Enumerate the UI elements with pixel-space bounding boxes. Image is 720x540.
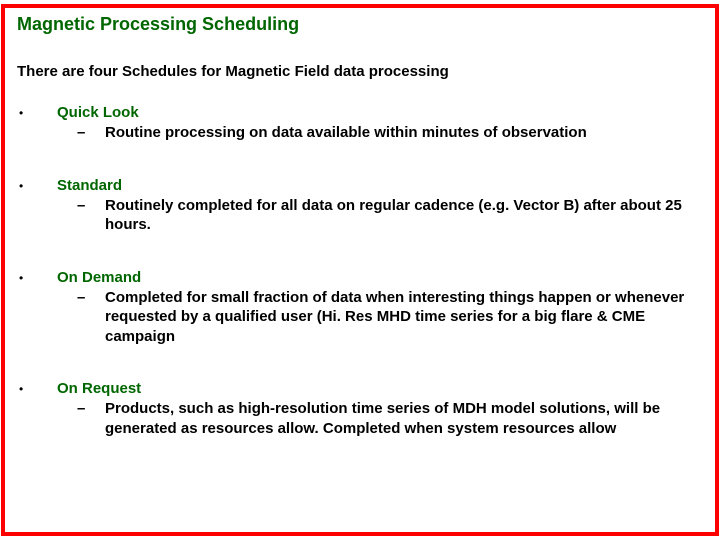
list-item: • Standard – Routinely completed for all… bbox=[17, 177, 703, 235]
bullet-title: On Demand bbox=[57, 269, 703, 286]
slide-border: Magnetic Processing Scheduling There are… bbox=[1, 4, 719, 536]
sub-list: – Completed for small fraction of data w… bbox=[57, 288, 703, 347]
intro-text: There are four Schedules for Magnetic Fi… bbox=[17, 63, 703, 80]
sub-list: – Routine processing on data available w… bbox=[57, 123, 703, 143]
list-item: • Quick Look – Routine processing on dat… bbox=[17, 104, 703, 143]
bullet-title: On Request bbox=[57, 380, 703, 397]
bullet-list: • Quick Look – Routine processing on dat… bbox=[17, 104, 703, 438]
sub-text: Routinely completed for all data on regu… bbox=[105, 197, 682, 234]
sub-item: – Products, such as high-resolution time… bbox=[77, 399, 703, 438]
sub-item: – Completed for small fraction of data w… bbox=[77, 288, 703, 347]
bullet-title: Standard bbox=[57, 177, 703, 194]
bullet-icon: • bbox=[19, 382, 23, 396]
sub-text: Routine processing on data available wit… bbox=[105, 124, 587, 141]
list-item: • On Request – Products, such as high-re… bbox=[17, 380, 703, 438]
slide-title: Magnetic Processing Scheduling bbox=[17, 14, 703, 35]
dash-icon: – bbox=[77, 196, 85, 216]
sub-list: – Products, such as high-resolution time… bbox=[57, 399, 703, 438]
sub-text: Completed for small fraction of data whe… bbox=[105, 289, 684, 345]
list-item: • On Demand – Completed for small fracti… bbox=[17, 269, 703, 347]
bullet-icon: • bbox=[19, 179, 23, 193]
dash-icon: – bbox=[77, 399, 85, 419]
bullet-icon: • bbox=[19, 106, 23, 120]
bullet-title: Quick Look bbox=[57, 104, 703, 121]
sub-text: Products, such as high-resolution time s… bbox=[105, 400, 660, 437]
sub-item: – Routine processing on data available w… bbox=[77, 123, 703, 143]
dash-icon: – bbox=[77, 288, 85, 308]
bullet-icon: • bbox=[19, 271, 23, 285]
sub-item: – Routinely completed for all data on re… bbox=[77, 196, 703, 235]
dash-icon: – bbox=[77, 123, 85, 143]
sub-list: – Routinely completed for all data on re… bbox=[57, 196, 703, 235]
